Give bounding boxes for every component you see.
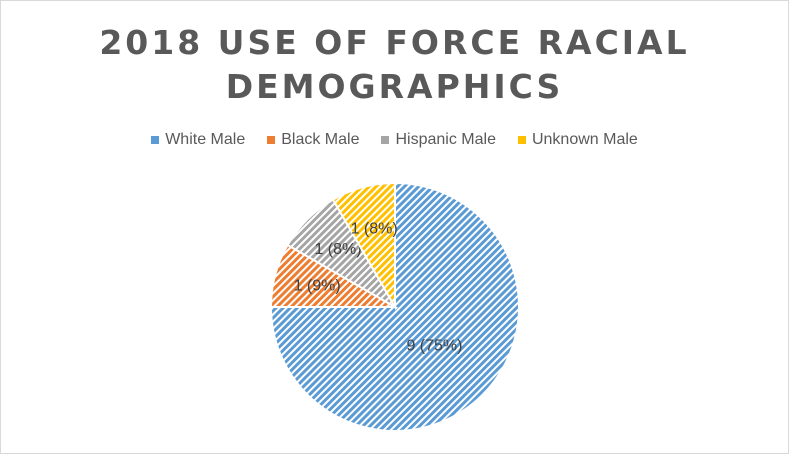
legend-item-unknown-male: Unknown Male	[517, 131, 638, 149]
chart-legend: White Male Black Male Hispanic Male Unkn…	[1, 129, 788, 151]
legend-item-hispanic-male: Hispanic Male	[381, 131, 496, 149]
data-label-black-male: 1 (9%)	[294, 277, 341, 294]
chart-title: 2018 USE OF FORCE RACIAL DEMOGRAPHICS	[1, 21, 788, 109]
legend-swatch-white-male	[151, 136, 160, 144]
legend-item-white-male: White Male	[151, 131, 245, 149]
data-label-hispanic-male: 1 (8%)	[314, 241, 361, 258]
legend-label-white-male: White Male	[165, 131, 246, 148]
chart-title-line-1: 2018 USE OF FORCE RACIAL	[99, 23, 690, 62]
legend-label-unknown-male: Unknown Male	[531, 131, 638, 148]
legend-item-black-male: Black Male	[267, 131, 359, 149]
chart-title-line-2: DEMOGRAPHICS	[225, 67, 564, 106]
data-label-white-male: 9 (75%)	[406, 338, 462, 355]
data-label-unknown-male: 1 (8%)	[351, 220, 398, 237]
legend-swatch-black-male	[267, 136, 276, 144]
pie-slice-unknown-male	[331, 181, 396, 311]
legend-swatch-hispanic-male	[381, 136, 390, 144]
legend-swatch-unknown-male	[517, 136, 526, 144]
legend-label-hispanic-male: Hispanic Male	[395, 131, 496, 148]
legend-label-black-male: Black Male	[281, 131, 360, 148]
